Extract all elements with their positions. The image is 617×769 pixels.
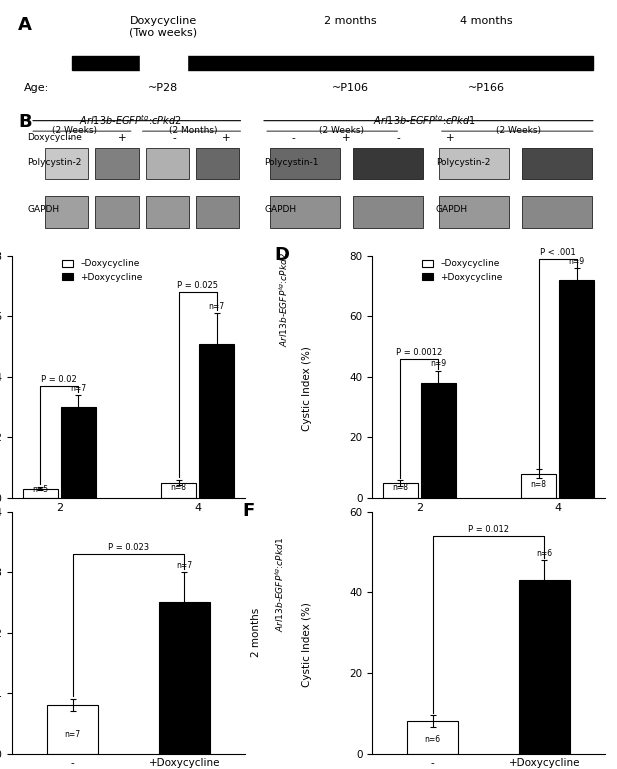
Text: (2 Weeks): (2 Weeks) <box>52 126 97 135</box>
Bar <box>23 489 57 498</box>
Text: B: B <box>19 113 32 131</box>
Text: n=5: n=5 <box>32 485 48 494</box>
Bar <box>61 407 96 498</box>
X-axis label: months: months <box>468 518 510 528</box>
Bar <box>270 148 340 179</box>
Text: n=8: n=8 <box>392 483 408 492</box>
Bar <box>146 148 189 179</box>
Text: +: + <box>118 132 126 142</box>
Bar <box>45 148 88 179</box>
Bar <box>521 474 556 498</box>
Text: Polycystin-2: Polycystin-2 <box>436 158 491 167</box>
Bar <box>522 196 592 228</box>
Bar <box>421 383 455 498</box>
Text: P = 0.0012: P = 0.0012 <box>396 348 442 357</box>
Bar <box>519 581 570 754</box>
Text: -: - <box>68 132 72 142</box>
Text: ~P106: ~P106 <box>331 83 368 93</box>
Text: P = 0.012: P = 0.012 <box>468 525 509 534</box>
Text: $\mathit{Arl13b}$-$\mathit{EGFP^{tg}}$:$\mathit{cPkd1}$: $\mathit{Arl13b}$-$\mathit{EGFP^{tg}}$:$… <box>373 113 476 127</box>
Bar <box>95 148 138 179</box>
Bar <box>560 280 594 498</box>
Bar <box>139 55 187 72</box>
Text: P = 0.023: P = 0.023 <box>108 543 149 552</box>
Text: (2 Weeks): (2 Weeks) <box>496 126 541 135</box>
Legend: –Doxycycline, +Doxycycline: –Doxycycline, +Doxycycline <box>419 256 507 285</box>
Text: 2 months: 2 months <box>251 608 261 657</box>
Text: Polycystin-1: Polycystin-1 <box>264 158 318 167</box>
Text: $\mathit{Arl13b}$-$\mathit{EGFP^{tg}}$:$\mathit{cPkd2}$: $\mathit{Arl13b}$-$\mathit{EGFP^{tg}}$:$… <box>278 252 291 347</box>
Text: D: D <box>275 246 290 265</box>
Text: $\mathit{Arl13b}$-$\mathit{EGFP^{tg}}$:$\mathit{cPkd1}$: $\mathit{Arl13b}$-$\mathit{EGFP^{tg}}$:$… <box>273 537 286 632</box>
Text: GAPDH: GAPDH <box>436 205 468 214</box>
Bar <box>196 196 239 228</box>
Bar <box>407 721 458 754</box>
Text: 4 months: 4 months <box>460 16 513 26</box>
Text: Age:: Age: <box>24 83 49 93</box>
Text: n=6: n=6 <box>424 735 441 744</box>
Bar <box>270 196 340 228</box>
Bar <box>47 705 98 754</box>
Text: n=8: n=8 <box>171 483 187 492</box>
Text: (2 Weeks): (2 Weeks) <box>318 126 363 135</box>
Text: n=9: n=9 <box>569 257 585 266</box>
Bar <box>162 483 196 498</box>
Text: ~P28: ~P28 <box>148 83 178 93</box>
Text: Doxycycline: Doxycycline <box>27 133 82 142</box>
Text: n=7: n=7 <box>209 302 225 311</box>
Text: +: + <box>341 132 350 142</box>
Bar <box>353 148 423 179</box>
Text: n=7: n=7 <box>176 561 193 570</box>
X-axis label: months: months <box>107 518 149 528</box>
Text: GAPDH: GAPDH <box>27 205 59 214</box>
Text: 2 months: 2 months <box>324 16 376 26</box>
Text: ~P166: ~P166 <box>468 83 505 93</box>
Legend: –Doxycycline, +Doxycycline: –Doxycycline, +Doxycycline <box>59 256 146 285</box>
Text: (2 Months): (2 Months) <box>168 126 217 135</box>
Text: F: F <box>242 502 255 520</box>
Text: P = 0.025: P = 0.025 <box>177 281 218 291</box>
Text: Doxycycline
(Two weeks): Doxycycline (Two weeks) <box>130 16 197 38</box>
Text: n=7: n=7 <box>65 730 81 739</box>
Text: n=6: n=6 <box>536 549 552 558</box>
Bar <box>522 148 592 179</box>
Bar <box>439 148 508 179</box>
Text: n=8: n=8 <box>531 481 547 489</box>
Text: -: - <box>172 132 176 142</box>
Bar <box>72 56 593 70</box>
Bar <box>196 148 239 179</box>
Text: Cystic Index (%): Cystic Index (%) <box>302 347 312 431</box>
Text: -: - <box>396 132 400 142</box>
Text: P = 0.02: P = 0.02 <box>41 375 77 384</box>
Text: +: + <box>445 132 454 142</box>
Text: -: - <box>292 132 296 142</box>
Bar <box>353 196 423 228</box>
Bar <box>439 196 508 228</box>
Text: GAPDH: GAPDH <box>264 205 296 214</box>
Bar <box>146 196 189 228</box>
Bar <box>383 483 418 498</box>
Bar <box>95 196 138 228</box>
Text: Cystic Index (%): Cystic Index (%) <box>302 602 312 687</box>
Text: n=9: n=9 <box>430 359 446 368</box>
Text: A: A <box>19 16 32 34</box>
Bar <box>159 602 210 754</box>
Text: +: + <box>222 132 231 142</box>
Bar <box>199 344 234 498</box>
Text: P < .001: P < .001 <box>540 248 576 257</box>
Bar <box>45 196 88 228</box>
Text: Polycystin-2: Polycystin-2 <box>27 158 81 167</box>
Text: $\mathit{Arl13b}$-$\mathit{EGFP^{tg}}$:$\mathit{cPkd2}$: $\mathit{Arl13b}$-$\mathit{EGFP^{tg}}$:$… <box>80 113 182 127</box>
Text: n=7: n=7 <box>70 384 86 393</box>
